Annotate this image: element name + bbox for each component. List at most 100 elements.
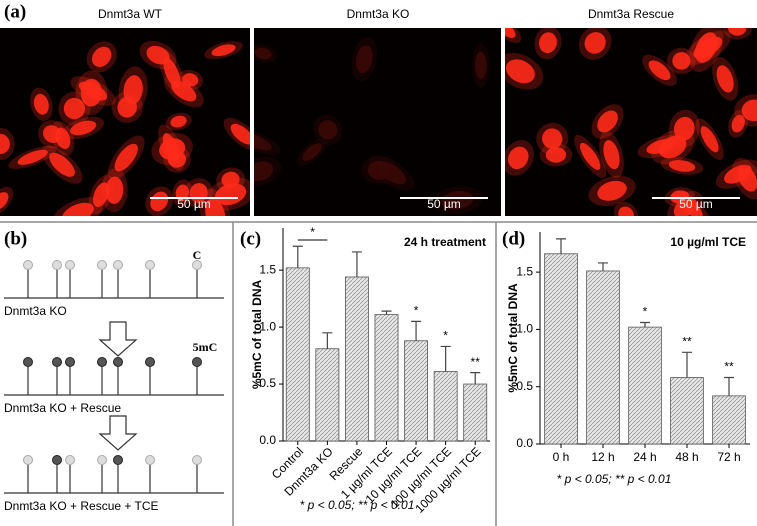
y-tick-label: 1.5	[516, 264, 533, 278]
cells	[0, 28, 757, 216]
cell	[214, 183, 247, 206]
cell	[159, 138, 186, 160]
cell	[505, 28, 516, 39]
error-bar	[381, 310, 392, 315]
y-tick-label: 1.5	[259, 262, 276, 276]
methylation-diagram	[4, 260, 224, 494]
cell	[597, 110, 618, 133]
micrograph	[0, 28, 250, 216]
cell	[597, 180, 627, 201]
cell	[0, 133, 10, 155]
cell	[0, 192, 9, 211]
y-tick-label: 0.0	[516, 436, 533, 450]
bar	[628, 326, 662, 445]
cell	[731, 114, 745, 133]
cell	[603, 140, 620, 170]
cell	[618, 206, 634, 216]
pin-head	[192, 260, 202, 270]
bar	[463, 383, 488, 442]
pin-head	[113, 357, 123, 367]
cell	[545, 147, 567, 163]
cell	[114, 143, 138, 172]
panel-label: (d)	[502, 228, 525, 249]
pin-head	[97, 260, 107, 270]
cell	[61, 202, 94, 216]
cell	[318, 120, 338, 140]
row-label: Dnmt3a KO	[4, 304, 67, 318]
cell	[92, 46, 112, 67]
arrow	[98, 321, 138, 357]
cell	[584, 32, 606, 54]
pin-head	[52, 455, 62, 465]
pin-head	[145, 260, 155, 270]
cell	[355, 45, 373, 74]
y-tick-label: 0.0	[259, 433, 276, 447]
cell	[70, 120, 97, 136]
y-tick-label: 1.0	[516, 322, 533, 336]
pin-head	[52, 357, 62, 367]
x-tick-label: 72 h	[717, 450, 740, 464]
bar	[374, 314, 399, 442]
pin-head	[97, 357, 107, 367]
cell	[672, 52, 691, 70]
y-tick-label: 0.5	[516, 379, 533, 393]
pin-head	[113, 260, 123, 270]
pin-head	[52, 260, 62, 270]
scale-bar-label: 50 µm	[679, 197, 713, 211]
bar	[670, 377, 704, 445]
cell	[254, 47, 272, 60]
image-title: Dnmt3a KO	[347, 7, 410, 21]
significance: **	[682, 334, 692, 348]
error-bar	[724, 376, 734, 396]
cell	[33, 93, 49, 115]
significance: **	[724, 360, 734, 374]
pin-head	[192, 455, 202, 465]
cell	[170, 115, 187, 128]
cell	[508, 146, 529, 170]
scale-bar-label: 50 µm	[427, 197, 461, 211]
pin-head	[65, 455, 75, 465]
pin-head	[65, 260, 75, 270]
mc-label: 5mC	[193, 340, 218, 354]
cell	[441, 190, 474, 210]
cell	[63, 97, 86, 120]
cell	[648, 60, 671, 81]
scale-bar-label: 50 µm	[177, 197, 211, 211]
error-bar	[682, 351, 692, 378]
cell-group	[254, 37, 490, 215]
cell	[716, 65, 734, 93]
pin-head	[145, 357, 155, 367]
error-bar	[411, 320, 422, 341]
pin-head	[113, 455, 123, 465]
pin-head	[23, 357, 33, 367]
error-bar	[351, 251, 362, 277]
significance: *	[643, 305, 648, 319]
cell	[693, 36, 723, 59]
bracket-label: *	[310, 225, 315, 239]
row-label: Dnmt3a KO + Rescue	[4, 401, 121, 415]
y-tick-label: 1.0	[259, 319, 276, 333]
cell	[542, 128, 563, 150]
bar	[544, 253, 578, 445]
panel-label: (a)	[4, 1, 26, 22]
error-bar	[556, 238, 566, 254]
cell-group	[0, 40, 250, 216]
cell	[171, 80, 197, 102]
bar	[404, 340, 429, 442]
chart-title: 10 µg/ml TCE	[670, 235, 746, 249]
significance: **	[471, 355, 481, 369]
cell	[737, 165, 757, 192]
image-title: Dnmt3a Rescue	[588, 7, 674, 21]
cell	[727, 28, 747, 36]
cell	[673, 116, 695, 141]
cell	[579, 142, 601, 170]
x-tick-label: 48 h	[675, 450, 698, 464]
cell	[42, 125, 62, 143]
pin-head	[23, 260, 33, 270]
pin-head	[23, 455, 33, 465]
error-bar	[640, 321, 650, 328]
y-axis-label: %5mC of total DNA	[250, 280, 264, 390]
chart-title: 24 h treatment	[404, 235, 486, 249]
pin-head	[97, 455, 107, 465]
panel-label: (b)	[4, 228, 27, 249]
